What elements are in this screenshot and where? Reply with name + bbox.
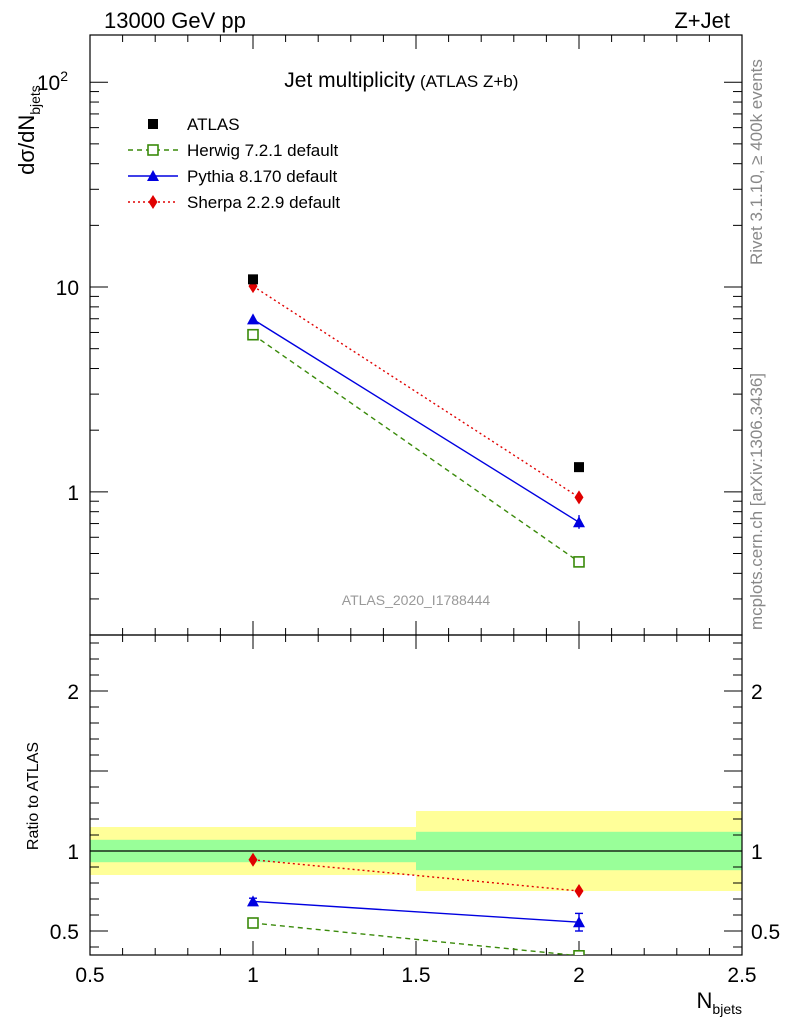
analysis-tag: ATLAS_2020_I1788444 bbox=[342, 592, 491, 608]
series-point-0 bbox=[247, 328, 259, 341]
series-point-0 bbox=[573, 556, 585, 568]
main-series bbox=[247, 274, 585, 568]
legend-entry-label: Pythia 8.170 default bbox=[187, 167, 338, 186]
y-tick-label-ratio-left: 1 bbox=[67, 841, 79, 864]
svg-text:dσ/dNbjets: dσ/dNbjets bbox=[14, 85, 43, 175]
x-axis-label: Nbjets bbox=[697, 988, 742, 1017]
header-left-label: 13000 GeV pp bbox=[104, 8, 246, 33]
ratio-series bbox=[247, 852, 585, 955]
series-point-2 bbox=[574, 490, 584, 505]
y-tick-label-ratio-right: 0.5 bbox=[751, 921, 780, 944]
y-label-main-text: dσ/dN bbox=[14, 115, 39, 175]
ratio-line-1 bbox=[252, 900, 580, 923]
x-label-sub: bjets bbox=[712, 1001, 742, 1017]
y-tick-label-ratio-right: 1 bbox=[751, 841, 763, 864]
y-tick-label-ratio-left: 2 bbox=[67, 681, 79, 704]
x-tick-label: 1 bbox=[247, 964, 259, 987]
ratio-frame bbox=[89, 634, 743, 956]
ratio-point-2 bbox=[574, 884, 584, 898]
y-axis-label-ratio: Ratio to ATLAS bbox=[25, 742, 42, 850]
series-line-1 bbox=[252, 318, 580, 523]
ratio-point-1 bbox=[573, 916, 585, 928]
y-tick-label-ratio-left: 0.5 bbox=[50, 921, 79, 944]
ratio-bands bbox=[90, 811, 742, 891]
y-tick-label-main: 10 bbox=[56, 277, 79, 300]
y-axis-label-main: dσ/dNbjets bbox=[14, 85, 43, 175]
legend-marker bbox=[148, 119, 158, 129]
x-tick-label: 0.5 bbox=[75, 964, 104, 987]
x-tick-label: 2 bbox=[573, 964, 585, 987]
ratio-line-0 bbox=[252, 922, 579, 955]
series-point-1 bbox=[247, 313, 259, 325]
data-point bbox=[248, 274, 258, 285]
y-label-main-sub: bjets bbox=[27, 85, 43, 115]
series-line-2 bbox=[252, 285, 580, 498]
data-point bbox=[574, 462, 584, 473]
svg-text:Nbjets: Nbjets bbox=[697, 988, 742, 1017]
legend-marker bbox=[147, 170, 159, 181]
legend: ATLAS Herwig 7.2.1 default Pythia 8.170 de… bbox=[128, 115, 340, 212]
chart-subtitle: (ATLAS Z+b) bbox=[420, 72, 518, 91]
y-tick-label-ratio-right: 2 bbox=[751, 681, 763, 704]
mcplots-label: mcplots.cern.ch [arXiv:1306.3436] bbox=[747, 373, 766, 630]
legend-entry-label: Sherpa 2.2.9 default bbox=[187, 193, 340, 212]
ratio-point-0 bbox=[573, 949, 585, 955]
y-tick-label-main: 102 bbox=[37, 68, 68, 95]
axis-tick-labels: 0.5 1 1.5 2 2.5 1 10 102 0.5 0.5 1 1 2 2 bbox=[37, 68, 780, 987]
legend-marker bbox=[147, 144, 159, 156]
x-tick-label: 1.5 bbox=[401, 964, 430, 987]
ratio-point-1 bbox=[247, 895, 259, 907]
x-label-text: N bbox=[697, 988, 713, 1013]
legend-marker bbox=[148, 195, 158, 209]
axis-ticks bbox=[89, 35, 743, 955]
chart-title: Jet multiplicity bbox=[284, 69, 415, 92]
x-tick-label: 2.5 bbox=[727, 964, 756, 987]
y-tick-label-main: 1 bbox=[67, 482, 79, 505]
ratio-point-2 bbox=[248, 852, 258, 867]
ratio-point-0 bbox=[247, 917, 259, 929]
series-line-0 bbox=[252, 334, 580, 563]
legend-entry-label: ATLAS bbox=[187, 115, 240, 134]
rivet-label: Rivet 3.1.10, ≥ 400k events bbox=[747, 59, 766, 265]
header-right-label: Z+Jet bbox=[674, 8, 730, 33]
legend-entry-label: Herwig 7.2.1 default bbox=[187, 141, 338, 160]
